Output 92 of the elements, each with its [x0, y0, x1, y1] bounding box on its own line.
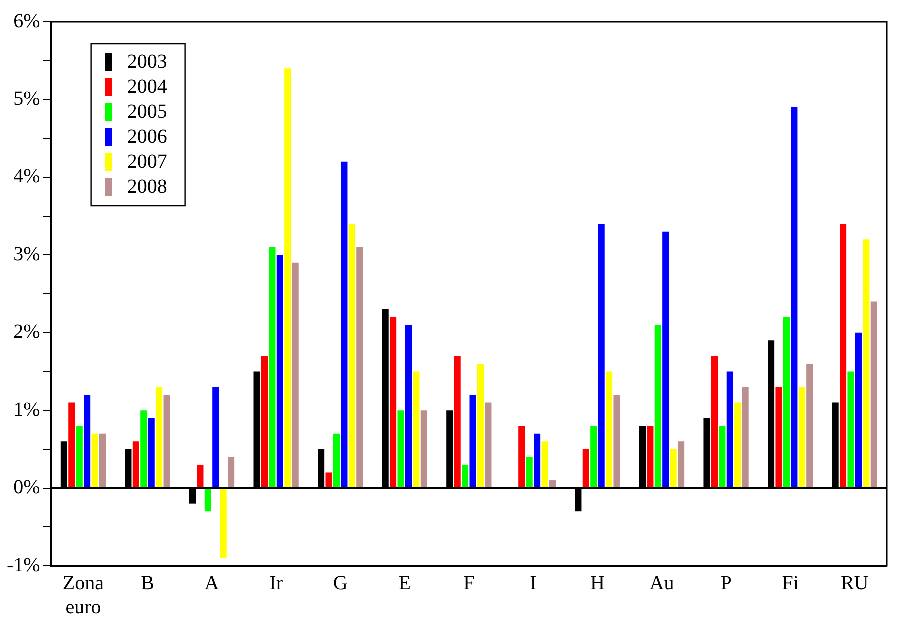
bar	[647, 426, 654, 488]
bar	[348, 224, 356, 488]
bar	[261, 356, 268, 488]
bar	[670, 449, 677, 488]
bar	[269, 247, 276, 488]
x-tick-label: Au	[650, 572, 674, 594]
bar	[220, 488, 227, 558]
bar	[454, 356, 461, 488]
bar	[863, 240, 870, 488]
x-tick-label: Ir	[270, 572, 284, 594]
legend-label: 2006	[127, 126, 168, 148]
x-tick-label: F	[464, 572, 475, 594]
bar	[485, 402, 492, 488]
bar	[356, 247, 364, 488]
bar	[164, 395, 170, 488]
bar	[413, 372, 420, 488]
y-tick-label: -1%	[6, 554, 40, 576]
x-tick-label: G	[333, 572, 348, 594]
bar	[791, 107, 798, 488]
bar	[197, 464, 204, 488]
bar	[84, 395, 91, 488]
y-tick-label: 6%	[14, 10, 40, 32]
legend-label: 2008	[127, 176, 168, 198]
bar	[341, 162, 348, 488]
bar	[518, 426, 526, 488]
bar	[333, 434, 340, 488]
bar	[228, 457, 235, 488]
x-tick-label: RU	[840, 572, 870, 594]
bar	[711, 356, 718, 488]
x-tick-label: A	[204, 572, 220, 594]
bar	[99, 434, 106, 488]
legend-label: 2004	[127, 76, 168, 98]
bar	[590, 426, 598, 488]
bar	[654, 325, 662, 488]
bar	[662, 232, 670, 488]
bar	[582, 449, 590, 488]
y-tick-label: 5%	[14, 88, 40, 110]
y-tick-label: 1%	[14, 398, 40, 421]
bar	[549, 480, 556, 488]
bar	[719, 426, 726, 488]
bar	[806, 364, 814, 488]
bar	[462, 464, 469, 488]
x-tick-label: E	[398, 572, 411, 594]
x-tick-label: Fi	[782, 572, 800, 594]
bar	[92, 434, 98, 488]
bar	[276, 255, 284, 488]
bar	[140, 410, 148, 488]
x-tick-label: P	[720, 572, 732, 594]
bar	[470, 395, 476, 488]
x-tick-label: H	[590, 572, 605, 594]
bar	[526, 457, 533, 488]
bar	[742, 387, 749, 488]
bar	[798, 387, 806, 488]
x-tick-label: I	[530, 572, 537, 594]
bar	[848, 372, 854, 488]
bar	[156, 387, 163, 488]
bar	[292, 262, 299, 488]
legend-label: 2003	[127, 50, 168, 73]
bar	[326, 472, 332, 488]
bar	[606, 372, 613, 488]
bar	[420, 410, 428, 488]
bar	[542, 442, 548, 488]
bar	[390, 317, 397, 488]
bar	[204, 488, 212, 512]
bar	[614, 395, 620, 488]
legend-label: 2007	[127, 150, 168, 173]
bar	[398, 410, 404, 488]
y-tick-label: 0%	[14, 476, 40, 499]
bar	[212, 387, 220, 488]
bar	[855, 332, 862, 488]
bar	[783, 317, 790, 488]
bar	[148, 418, 155, 488]
x-tick-label: Zona euro	[62, 572, 104, 618]
bar	[726, 372, 734, 488]
bar	[132, 442, 140, 488]
bar	[405, 325, 412, 488]
bar	[734, 402, 742, 488]
x-tick-label: B	[141, 572, 154, 594]
y-tick-label: 3%	[14, 243, 40, 266]
legend-label: 2005	[127, 100, 168, 123]
y-tick-label: 2%	[14, 321, 40, 344]
bar	[76, 426, 83, 488]
bar	[776, 387, 782, 488]
bar	[678, 442, 685, 488]
bar	[477, 364, 484, 488]
bar	[598, 224, 605, 488]
bar	[534, 434, 541, 488]
bar	[68, 402, 76, 488]
bar	[284, 68, 292, 488]
y-tick-label: 4%	[14, 166, 40, 188]
bar	[870, 302, 878, 488]
bar	[840, 224, 847, 488]
